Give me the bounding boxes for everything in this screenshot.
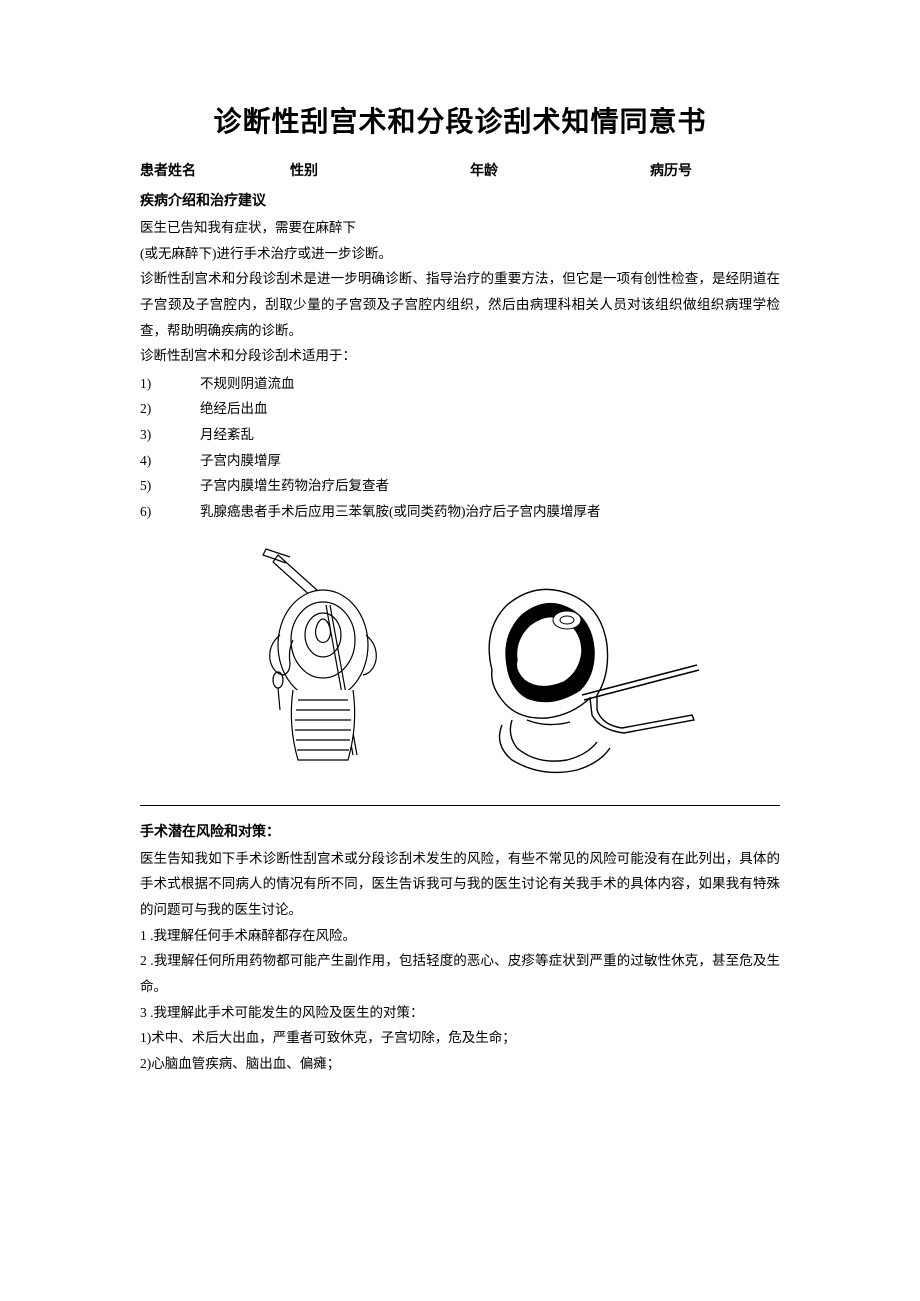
indication-item: 2) 绝经后出血 xyxy=(140,396,780,422)
intro-line-2: (或无麻醉下)进行手术治疗或进一步诊断。 xyxy=(140,241,780,267)
indication-item: 5) 子宫内膜增生药物治疗后复查者 xyxy=(140,473,780,499)
curettage-diagram-left xyxy=(218,545,428,775)
patient-record-label: 病历号 xyxy=(650,160,780,180)
indication-num: 5) xyxy=(140,473,200,499)
intro-line-3: 诊断性刮宫术和分段诊刮术是进一步明确诊断、指导治疗的重要方法，但它是一项有创性检… xyxy=(140,266,780,343)
patient-gender-label: 性别 xyxy=(290,160,470,180)
intro-section-header: 疾病介绍和治疗建议 xyxy=(140,190,780,210)
risk-item: 3 .我理解此手术可能发生的风险及医生的对策： xyxy=(140,1000,780,1026)
intro-line-4: 诊断性刮宫术和分段诊刮术适用于： xyxy=(140,343,780,369)
patient-age-label: 年龄 xyxy=(470,160,650,180)
risk-item: 1)术中、术后大出血，严重者可致休克，子宫切除，危及生命； xyxy=(140,1025,780,1051)
indication-text: 月经紊乱 xyxy=(200,422,780,448)
indication-num: 4) xyxy=(140,448,200,474)
risk-item: 1 .我理解任何手术麻醉都存在风险。 xyxy=(140,923,780,949)
indication-item: 4) 子宫内膜增厚 xyxy=(140,448,780,474)
section-divider xyxy=(140,805,780,806)
risk-item: 2 .我理解任何所用药物都可能产生副作用，包括轻度的恶心、皮疹等症状到严重的过敏… xyxy=(140,948,780,999)
indication-list: 1) 不规则阴道流血 2) 绝经后出血 3) 月经紊乱 4) 子宫内膜增厚 5)… xyxy=(140,371,780,525)
indication-num: 1) xyxy=(140,371,200,397)
indication-text: 乳腺癌患者手术后应用三苯氧胺(或同类药物)治疗后子宫内膜增厚者 xyxy=(200,499,780,525)
document-title: 诊断性刮宫术和分段诊刮术知情同意书 xyxy=(140,100,780,140)
medical-diagram-area xyxy=(140,525,780,795)
risk-list: 1 .我理解任何手术麻醉都存在风险。 2 .我理解任何所用药物都可能产生副作用，… xyxy=(140,923,780,1077)
patient-name-label: 患者姓名 xyxy=(140,160,290,180)
risks-intro: 医生告知我如下手术诊断性刮宫术或分段诊刮术发生的风险，有些不常见的风险可能没有在… xyxy=(140,846,780,923)
indication-num: 3) xyxy=(140,422,200,448)
indication-num: 6) xyxy=(140,499,200,525)
intro-line-1: 医生已告知我有症状，需要在麻醉下 xyxy=(140,215,780,241)
indication-num: 2) xyxy=(140,396,200,422)
risk-item: 2)心脑血管疾病、脑出血、偏瘫； xyxy=(140,1051,780,1077)
indication-text: 子宫内膜增生药物治疗后复查者 xyxy=(200,473,780,499)
patient-info-row: 患者姓名 性别 年龄 病历号 xyxy=(140,160,780,180)
indication-item: 6) 乳腺癌患者手术后应用三苯氧胺(或同类药物)治疗后子宫内膜增厚者 xyxy=(140,499,780,525)
indication-item: 3) 月经紊乱 xyxy=(140,422,780,448)
curettage-diagram-right xyxy=(452,570,702,780)
indication-text: 绝经后出血 xyxy=(200,396,780,422)
indication-text: 子宫内膜增厚 xyxy=(200,448,780,474)
indication-text: 不规则阴道流血 xyxy=(200,371,780,397)
risks-section-header: 手术潜在风险和对策： xyxy=(140,821,780,841)
indication-item: 1) 不规则阴道流血 xyxy=(140,371,780,397)
